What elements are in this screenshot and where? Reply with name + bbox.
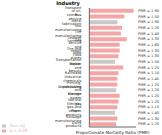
svg-text:PMR = 1.50: PMR = 1.50 xyxy=(138,60,154,64)
svg-text:PMR = 1.10: PMR = 1.10 xyxy=(138,71,154,75)
svg-text:PMR = 1.30: PMR = 1.30 xyxy=(138,49,154,53)
svg-text:PMR = 1.40: PMR = 1.40 xyxy=(138,32,154,36)
svg-text:PMR = 1.45: PMR = 1.45 xyxy=(138,77,154,81)
svg-text:PMR = 1.20: PMR = 1.20 xyxy=(138,100,154,104)
svg-text:PMR = 1.35: PMR = 1.35 xyxy=(138,37,154,41)
svg-text:Transportationequip.: Transportationequip. xyxy=(54,58,81,66)
svg-text:PMR = 1.20: PMR = 1.20 xyxy=(138,94,154,98)
svg-text:PMR = 1.40: PMR = 1.40 xyxy=(138,111,154,115)
svg-text:Dairyproducts: Dairyproducts xyxy=(66,121,83,129)
svg-text:Proportionate Mortality Ratio: Proportionate Mortality Ratio (PMR) xyxy=(76,130,150,135)
svg-text:PMR = 1.25: PMR = 1.25 xyxy=(138,122,154,126)
svg-text:PMR = 1.15: PMR = 1.15 xyxy=(138,105,154,109)
svg-text:Warehousingandstorage: Warehousingandstorage xyxy=(58,85,82,96)
svg-text:PMR = 1.20: PMR = 1.20 xyxy=(138,88,154,92)
svg-text:PMR = 1.50: PMR = 1.50 xyxy=(138,15,154,19)
svg-text:Electric,gas andother...: Electric,gas andother... xyxy=(67,102,81,113)
svg-text:PMR = 1.30: PMR = 1.30 xyxy=(138,117,154,121)
svg-text:PMR = 1.90: PMR = 1.90 xyxy=(138,20,154,24)
svg-text:PMR = 1.20: PMR = 1.20 xyxy=(138,26,154,30)
svg-text:Transportof oil,comm...: Transportof oil,comm... xyxy=(63,6,81,17)
svg-text:PMR = 1.90: PMR = 1.90 xyxy=(138,9,154,13)
svg-text:PMR = 1.60: PMR = 1.60 xyxy=(138,43,154,47)
svg-text:PMR = 1.25: PMR = 1.25 xyxy=(138,66,154,70)
svg-text:PMR = 1.25: PMR = 1.25 xyxy=(138,83,154,87)
svg-text:PMR = 1.30: PMR = 1.30 xyxy=(138,54,154,58)
